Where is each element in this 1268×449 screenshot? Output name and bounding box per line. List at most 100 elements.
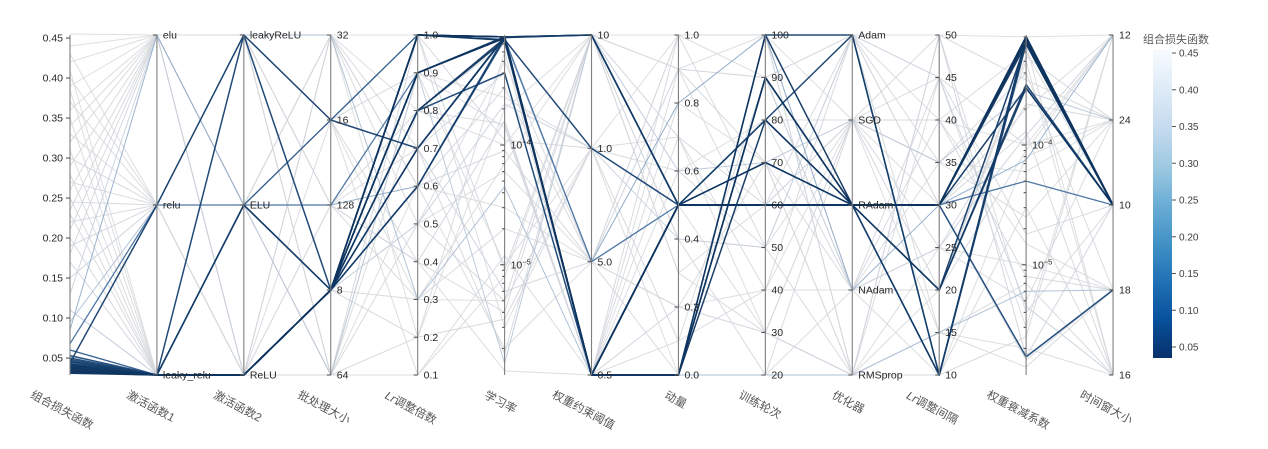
axis-tick-label: 30 — [945, 200, 957, 212]
axis-tick-label: 5.0 — [598, 256, 613, 268]
axis-tick-label: leaky_relu — [163, 370, 211, 382]
axis-tick-label: 100 — [771, 30, 789, 42]
axis-tick-label: 10 — [598, 30, 610, 42]
axis-tick-label: 0.4 — [684, 234, 699, 246]
axis-tick-label: 0.35 — [43, 113, 64, 125]
axis-tick-label: 10−4 — [1032, 138, 1052, 152]
axis-tick-label: 1.0 — [598, 143, 613, 155]
axis-tick-label: 10 — [945, 370, 957, 382]
axis-tick-label: RAdam — [858, 200, 893, 212]
axis-tick-label: 0.30 — [43, 153, 64, 165]
axis-tick-label: 0.2 — [424, 332, 439, 344]
axis-tick-label: 0.05 — [43, 353, 64, 365]
axis-tick-label: 0.3 — [424, 294, 439, 306]
axis-12: 10−4 10−5 权重衰减系数 — [984, 35, 1052, 432]
axis-title: 权重约束阈值 — [550, 387, 618, 432]
axis-tick-label: 10−5 — [1032, 257, 1052, 271]
axis-tick-label: ELU — [250, 200, 270, 212]
axis-tick-label: 10−4 — [511, 138, 531, 152]
colorbar-tick-label: 0.15 — [1179, 269, 1199, 280]
axis-title: 训练轮次 — [736, 388, 784, 422]
colorbar-bar — [1153, 50, 1172, 358]
axis-tick-label: 0.40 — [43, 73, 64, 85]
axis-tick-label: 10 — [1119, 200, 1131, 212]
axis-tick-label: 1.0 — [684, 30, 699, 42]
axis-tick-label: 40 — [771, 285, 783, 297]
axis-tick-label: 70 — [771, 157, 783, 169]
axis-tick-label: 0.10 — [43, 313, 64, 325]
colorbar: 组合损失函数 0.45 0.40 0.35 0.30 0.25 0.20 0.15 0.10 0.… — [1143, 32, 1209, 358]
axis-tick-label: 80 — [771, 115, 783, 127]
axis-tick-label: 50 — [945, 30, 957, 42]
axis-tick-label: Adam — [858, 30, 886, 42]
axis-tick-label: 0.5 — [598, 370, 613, 382]
axis-title: 动量 — [662, 389, 688, 411]
axis-title: 组合损失函数 — [28, 387, 96, 432]
axis-tick-label: 16 — [337, 115, 349, 127]
axis-tick-label: 20 — [945, 285, 957, 297]
axis-tick-label: 50 — [771, 242, 783, 254]
axis-title: 权重衰减系数 — [984, 387, 1052, 432]
axis-tick-label: 0.1 — [424, 370, 439, 382]
axis-title: 时间窗大小 — [1078, 388, 1136, 428]
axis-tick-label: 0.25 — [43, 193, 64, 205]
axis-tick-label: 18 — [1119, 285, 1131, 297]
axis-tick-label: 20 — [771, 370, 783, 382]
axis-tick-label: 30 — [771, 327, 783, 339]
axis-tick-label: 0.8 — [424, 105, 439, 117]
axis-8: 1.0 0.8 0.6 0.4 0.2 0.0 动量 — [662, 30, 699, 411]
axis-tick-label: 0.5 — [424, 218, 439, 230]
colorbar-tick-label: 0.25 — [1179, 196, 1199, 207]
axis-tick-label: 45 — [945, 72, 957, 84]
axis-tick-label: 128 — [337, 200, 355, 212]
axis-tick-label: 32 — [337, 30, 349, 42]
axis-tick-label: 12 — [1119, 30, 1131, 42]
colorbar-tick-label: 0.10 — [1179, 306, 1199, 317]
axis-tick-label: 0.45 — [43, 33, 64, 45]
axis-tick-label: 0.2 — [684, 302, 699, 314]
axis-3: leakyReLU ELU ReLU 激活函数2 — [211, 30, 301, 425]
axis-tick-label: 35 — [945, 157, 957, 169]
axis-title: 激活函数2 — [211, 388, 264, 425]
axis-title: 批处理大小 — [295, 388, 353, 428]
axis-13: 12 24 10 18 16 时间窗大小 — [1078, 30, 1136, 428]
axis-tick-label: NAdam — [858, 285, 893, 297]
colorbar-title: 组合损失函数 — [1143, 32, 1209, 46]
colorbar-tick-label: 0.40 — [1179, 85, 1199, 96]
axis-title: Lr调整间隔 — [904, 388, 960, 427]
axis-title: 优化器 — [830, 388, 867, 417]
axis-tick-label: SGD — [858, 115, 881, 127]
axis-tick-label: relu — [163, 200, 181, 212]
axis-tick-label: elu — [163, 30, 177, 42]
axis-tick-label: 1.0 — [424, 30, 439, 42]
axis-tick-label: 0.6 — [684, 166, 699, 178]
axis-7: 10 1.0 5.0 0.5 权重约束阈值 — [550, 30, 618, 433]
axis-tick-label: 64 — [337, 370, 349, 382]
axis-tick-label: leakyReLU — [250, 30, 301, 42]
axis-tick-label: 0.20 — [43, 233, 64, 245]
axis-tick-label: 24 — [1119, 115, 1131, 127]
axis-tick-label: 16 — [1119, 370, 1131, 382]
axis-tick-label: RMSprop — [858, 370, 903, 382]
axis-tick-label: ReLU — [250, 370, 277, 382]
axis-tick-label: 8 — [337, 285, 343, 297]
axis-tick-label: 0.6 — [424, 181, 439, 193]
colorbar-tick-label: 0.20 — [1179, 232, 1199, 243]
axis-title: Lr调整倍数 — [383, 388, 440, 427]
colorbar-tick-label: 0.30 — [1179, 159, 1199, 170]
axis-tick-label: 40 — [945, 115, 957, 127]
axis-title: 学习率 — [482, 388, 519, 417]
axis-tick-label: 0.9 — [424, 67, 439, 79]
axis-title: 激活函数1 — [124, 388, 177, 425]
axis-tick-label: 90 — [771, 72, 783, 84]
colorbar-tick-label: 0.45 — [1179, 49, 1199, 60]
axis-tick-label: 60 — [771, 200, 783, 212]
colorbar-tick-label: 0.05 — [1179, 343, 1199, 354]
axis-tick-label: 0.15 — [43, 273, 64, 285]
colorbar-tick-label: 0.35 — [1179, 122, 1199, 133]
axis-tick-label: 0.4 — [424, 256, 439, 268]
axis-tick-label: 15 — [945, 327, 957, 339]
axis-tick-label: 0.0 — [684, 370, 699, 382]
